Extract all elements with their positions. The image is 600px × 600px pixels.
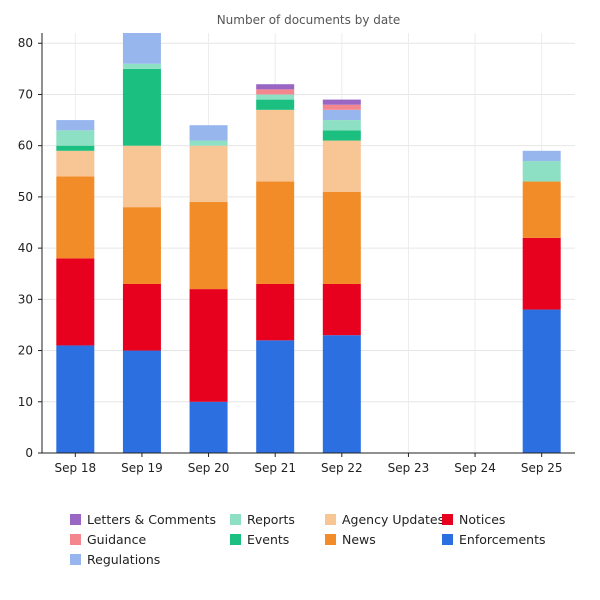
x-tick-label: Sep 21	[254, 461, 296, 475]
y-tick-label: 20	[18, 344, 33, 358]
legend-item-enforcements[interactable]: Enforcements	[442, 532, 546, 547]
legend-item-news[interactable]: News	[325, 532, 376, 547]
legend-item-notices[interactable]: Notices	[442, 512, 505, 527]
x-tick-label: Sep 25	[521, 461, 563, 475]
legend-swatch	[70, 554, 81, 565]
bar-events-sep-18	[56, 145, 95, 151]
y-tick-label: 50	[18, 190, 33, 204]
bar-enforcements-sep-18	[56, 345, 95, 453]
y-tick-label: 70	[18, 87, 33, 101]
bar-regulations-sep-22	[322, 109, 361, 121]
bar-enforcements-sep-21	[256, 340, 295, 453]
x-tick-label: Sep 18	[54, 461, 96, 475]
legend-label: Letters & Comments	[87, 512, 217, 527]
bar-agency-updates-sep-19	[122, 145, 161, 208]
y-tick-label: 40	[18, 241, 33, 255]
bar-events-sep-21	[256, 99, 295, 110]
legend-item-reports[interactable]: Reports	[230, 512, 295, 527]
legend-label: News	[342, 532, 376, 547]
bar-events-sep-19	[122, 68, 161, 146]
legend-swatch	[442, 514, 453, 525]
x-tick-label: Sep 23	[388, 461, 430, 475]
legend-item-events[interactable]: Events	[230, 532, 289, 547]
legend-label: Guidance	[87, 532, 147, 547]
bar-reports-sep-22	[322, 120, 361, 131]
legend-swatch	[230, 534, 241, 545]
legend-label: Agency Updates	[342, 512, 445, 527]
bar-notices-sep-20	[189, 289, 228, 402]
bar-reports-sep-18	[56, 130, 95, 146]
bar-reports-sep-20	[189, 140, 228, 146]
bar-news-sep-18	[56, 176, 95, 259]
legend-label: Enforcements	[459, 532, 546, 547]
bar-agency-updates-sep-20	[189, 145, 228, 203]
bar-regulations-sep-20	[189, 125, 228, 141]
bar-reports-sep-25	[522, 161, 561, 182]
bar-news-sep-19	[122, 207, 161, 284]
y-tick-label: 0	[25, 446, 33, 460]
bar-news-sep-22	[322, 191, 361, 284]
bar-regulations-sep-25	[522, 150, 561, 162]
legend-swatch	[70, 514, 81, 525]
x-tick-label: Sep 19	[121, 461, 163, 475]
bar-notices-sep-18	[56, 258, 95, 346]
bar-enforcements-sep-19	[122, 350, 161, 453]
legend-item-regulations[interactable]: Regulations	[70, 552, 160, 567]
bar-reports-sep-21	[256, 94, 295, 100]
bar-enforcements-sep-25	[522, 309, 561, 453]
bar-news-sep-20	[189, 202, 228, 290]
legend-label: Events	[247, 532, 290, 547]
bar-events-sep-22	[322, 130, 361, 141]
x-tick-label: Sep 24	[454, 461, 496, 475]
legend-item-guidance[interactable]: Guidance	[70, 532, 146, 547]
bar-agency-updates-sep-18	[56, 150, 95, 177]
bar-enforcements-sep-20	[189, 401, 228, 453]
bar-letters-comments-sep-21	[256, 84, 295, 90]
bar-guidance-sep-22	[322, 104, 361, 110]
bar-news-sep-25	[522, 181, 561, 238]
legend-swatch	[230, 514, 241, 525]
bar-agency-updates-sep-21	[256, 109, 295, 182]
bar-guidance-sep-21	[256, 89, 295, 95]
bar-regulations-sep-19	[122, 33, 161, 64]
bar-agency-updates-sep-22	[322, 140, 361, 192]
bar-letters-comments-sep-22	[322, 99, 361, 105]
bar-notices-sep-22	[322, 283, 361, 336]
legend-item-agency-updates[interactable]: Agency Updates	[325, 512, 444, 527]
bar-news-sep-21	[256, 181, 295, 284]
legend-label: Regulations	[87, 552, 161, 567]
legend-label: Notices	[459, 512, 506, 527]
y-tick-label: 10	[18, 395, 33, 409]
legend-swatch	[70, 534, 81, 545]
legend-label: Reports	[247, 512, 295, 527]
y-tick-label: 80	[18, 36, 33, 50]
x-tick-label: Sep 20	[188, 461, 230, 475]
y-tick-label: 60	[18, 139, 33, 153]
bar-notices-sep-19	[122, 283, 161, 351]
legend-item-letters-comments[interactable]: Letters & Comments	[70, 512, 216, 527]
bar-enforcements-sep-22	[322, 335, 361, 453]
bar-reports-sep-19	[122, 63, 161, 69]
legend-swatch	[442, 534, 453, 545]
bar-notices-sep-25	[522, 237, 561, 310]
legend-swatch	[325, 514, 336, 525]
bar-notices-sep-21	[256, 283, 295, 341]
y-tick-label: 30	[18, 292, 33, 306]
bar-regulations-sep-18	[56, 120, 95, 131]
x-tick-label: Sep 22	[321, 461, 363, 475]
chart-title: Number of documents by date	[217, 13, 401, 27]
legend-swatch	[325, 534, 336, 545]
